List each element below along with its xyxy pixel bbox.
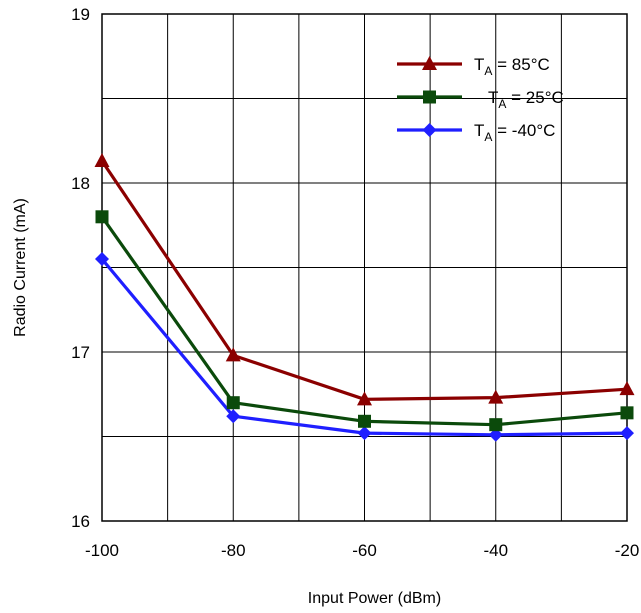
series-triangle bbox=[94, 153, 635, 406]
y-axis-ticks: 16 17 18 19 bbox=[71, 5, 90, 531]
legend-marker bbox=[423, 90, 436, 104]
data-point bbox=[95, 252, 109, 267]
series-layer bbox=[94, 153, 635, 442]
x-axis-title: Input Power (dBm) bbox=[308, 590, 441, 607]
x-tick-label: -80 bbox=[221, 541, 246, 560]
data-point bbox=[226, 396, 240, 410]
y-tick-label: 16 bbox=[71, 512, 90, 531]
data-point bbox=[225, 347, 241, 362]
legend-entry: TA = 25°C bbox=[397, 88, 564, 111]
y-tick-label: 18 bbox=[71, 174, 90, 193]
data-point bbox=[620, 406, 634, 420]
data-point bbox=[226, 409, 241, 424]
legend-entry: TA = 85°C bbox=[397, 55, 550, 78]
data-point bbox=[357, 426, 372, 441]
x-axis-ticks: -100 -80 -60 -40 -20 bbox=[85, 541, 639, 560]
x-tick-label: -60 bbox=[352, 541, 377, 560]
grid-lines bbox=[102, 14, 627, 521]
data-point bbox=[488, 389, 504, 404]
y-tick-label: 17 bbox=[71, 343, 90, 362]
data-point bbox=[619, 381, 635, 396]
y-axis-title: Radio Current (mA) bbox=[12, 198, 29, 337]
data-point bbox=[357, 391, 372, 406]
legend-label: TA = -40°C bbox=[474, 121, 555, 144]
data-point bbox=[95, 210, 109, 224]
data-point bbox=[488, 427, 503, 442]
legend-marker bbox=[422, 123, 437, 137]
series-diamond bbox=[95, 252, 634, 442]
y-tick-label: 19 bbox=[71, 5, 90, 24]
series-square bbox=[95, 210, 634, 432]
legend-marker bbox=[422, 56, 437, 70]
x-tick-label: -20 bbox=[615, 541, 640, 560]
legend-entry: TA = -40°C bbox=[397, 121, 555, 144]
x-tick-label: -100 bbox=[85, 541, 119, 560]
data-point bbox=[489, 418, 503, 432]
data-point bbox=[94, 153, 110, 168]
legend-label: TA = 25°C bbox=[488, 88, 564, 111]
legend-label: TA = 85°C bbox=[474, 55, 550, 78]
data-point bbox=[358, 414, 371, 428]
plot-frame bbox=[101, 13, 628, 522]
data-point bbox=[620, 426, 634, 441]
x-tick-label: -40 bbox=[483, 541, 508, 560]
legend: TA = 85°C TA = 25°C TA = -40°C bbox=[397, 55, 564, 144]
